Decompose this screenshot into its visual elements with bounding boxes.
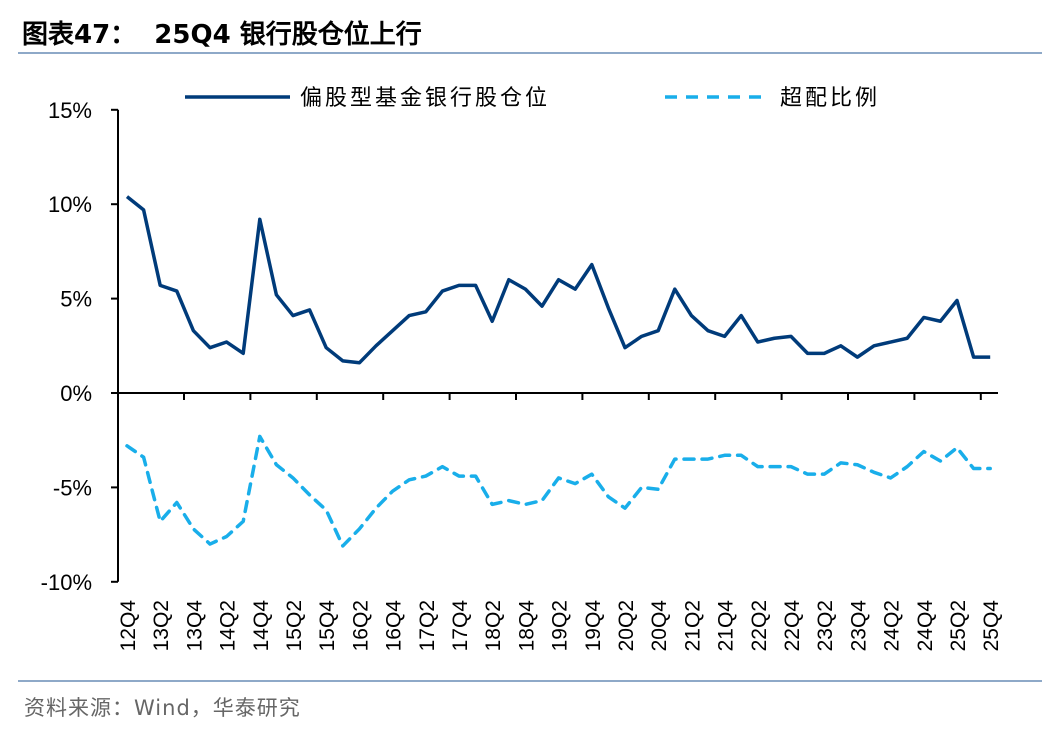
x-tick-label: 25Q4 xyxy=(980,600,1003,652)
source-note: 资料来源：Wind，华泰研究 xyxy=(24,696,301,720)
figure-title: 图表47： 25Q4 银行股仓位上行 xyxy=(22,20,422,50)
x-tick-label: 16Q2 xyxy=(349,600,372,651)
x-tick-label: 17Q2 xyxy=(416,600,439,651)
x-tick-label: 16Q4 xyxy=(383,600,406,652)
x-tick-label: 13Q4 xyxy=(183,600,206,652)
footer-rule xyxy=(18,680,1042,682)
x-tick-label: 13Q2 xyxy=(150,600,173,651)
x-tick-label: 20Q4 xyxy=(648,600,671,652)
x-tick-label: 22Q2 xyxy=(748,600,771,651)
title-rule xyxy=(18,52,1042,54)
x-tick-label: 23Q2 xyxy=(814,600,837,651)
y-tick-label: 5% xyxy=(60,287,92,312)
x-tick-label: 24Q2 xyxy=(881,600,904,651)
x-tick-label: 21Q4 xyxy=(715,600,738,652)
x-tick-label: 12Q4 xyxy=(117,600,140,652)
x-tick-label: 23Q4 xyxy=(847,600,870,652)
x-tick-label: 25Q2 xyxy=(947,600,970,651)
x-tick-label: 24Q4 xyxy=(914,600,937,652)
legend-label: 超配比例 xyxy=(780,86,880,111)
x-tick-label: 18Q4 xyxy=(515,600,538,652)
x-tick-label: 19Q4 xyxy=(582,600,605,652)
x-tick-label: 14Q2 xyxy=(217,600,240,651)
legend-label: 偏股型基金银行股仓位 xyxy=(300,86,550,111)
x-tick-label: 21Q2 xyxy=(681,600,704,651)
y-tick-label: 15% xyxy=(48,98,92,123)
x-tick-label: 17Q4 xyxy=(449,600,472,652)
series-line-overweight-ratio xyxy=(125,434,992,548)
x-tick-label: 19Q2 xyxy=(549,600,572,651)
y-tick-label: 10% xyxy=(48,192,92,217)
x-tick-label: 18Q2 xyxy=(482,600,505,651)
y-tick-label: -5% xyxy=(53,475,92,500)
x-tick-label: 20Q2 xyxy=(615,600,638,651)
x-tick-label: 15Q2 xyxy=(283,600,306,651)
x-tick-label: 15Q4 xyxy=(316,600,339,652)
x-tick-label: 22Q4 xyxy=(781,600,804,652)
x-tick-label: 14Q4 xyxy=(250,600,273,652)
y-tick-label: -10% xyxy=(41,570,92,595)
y-tick-label: 0% xyxy=(60,381,92,406)
